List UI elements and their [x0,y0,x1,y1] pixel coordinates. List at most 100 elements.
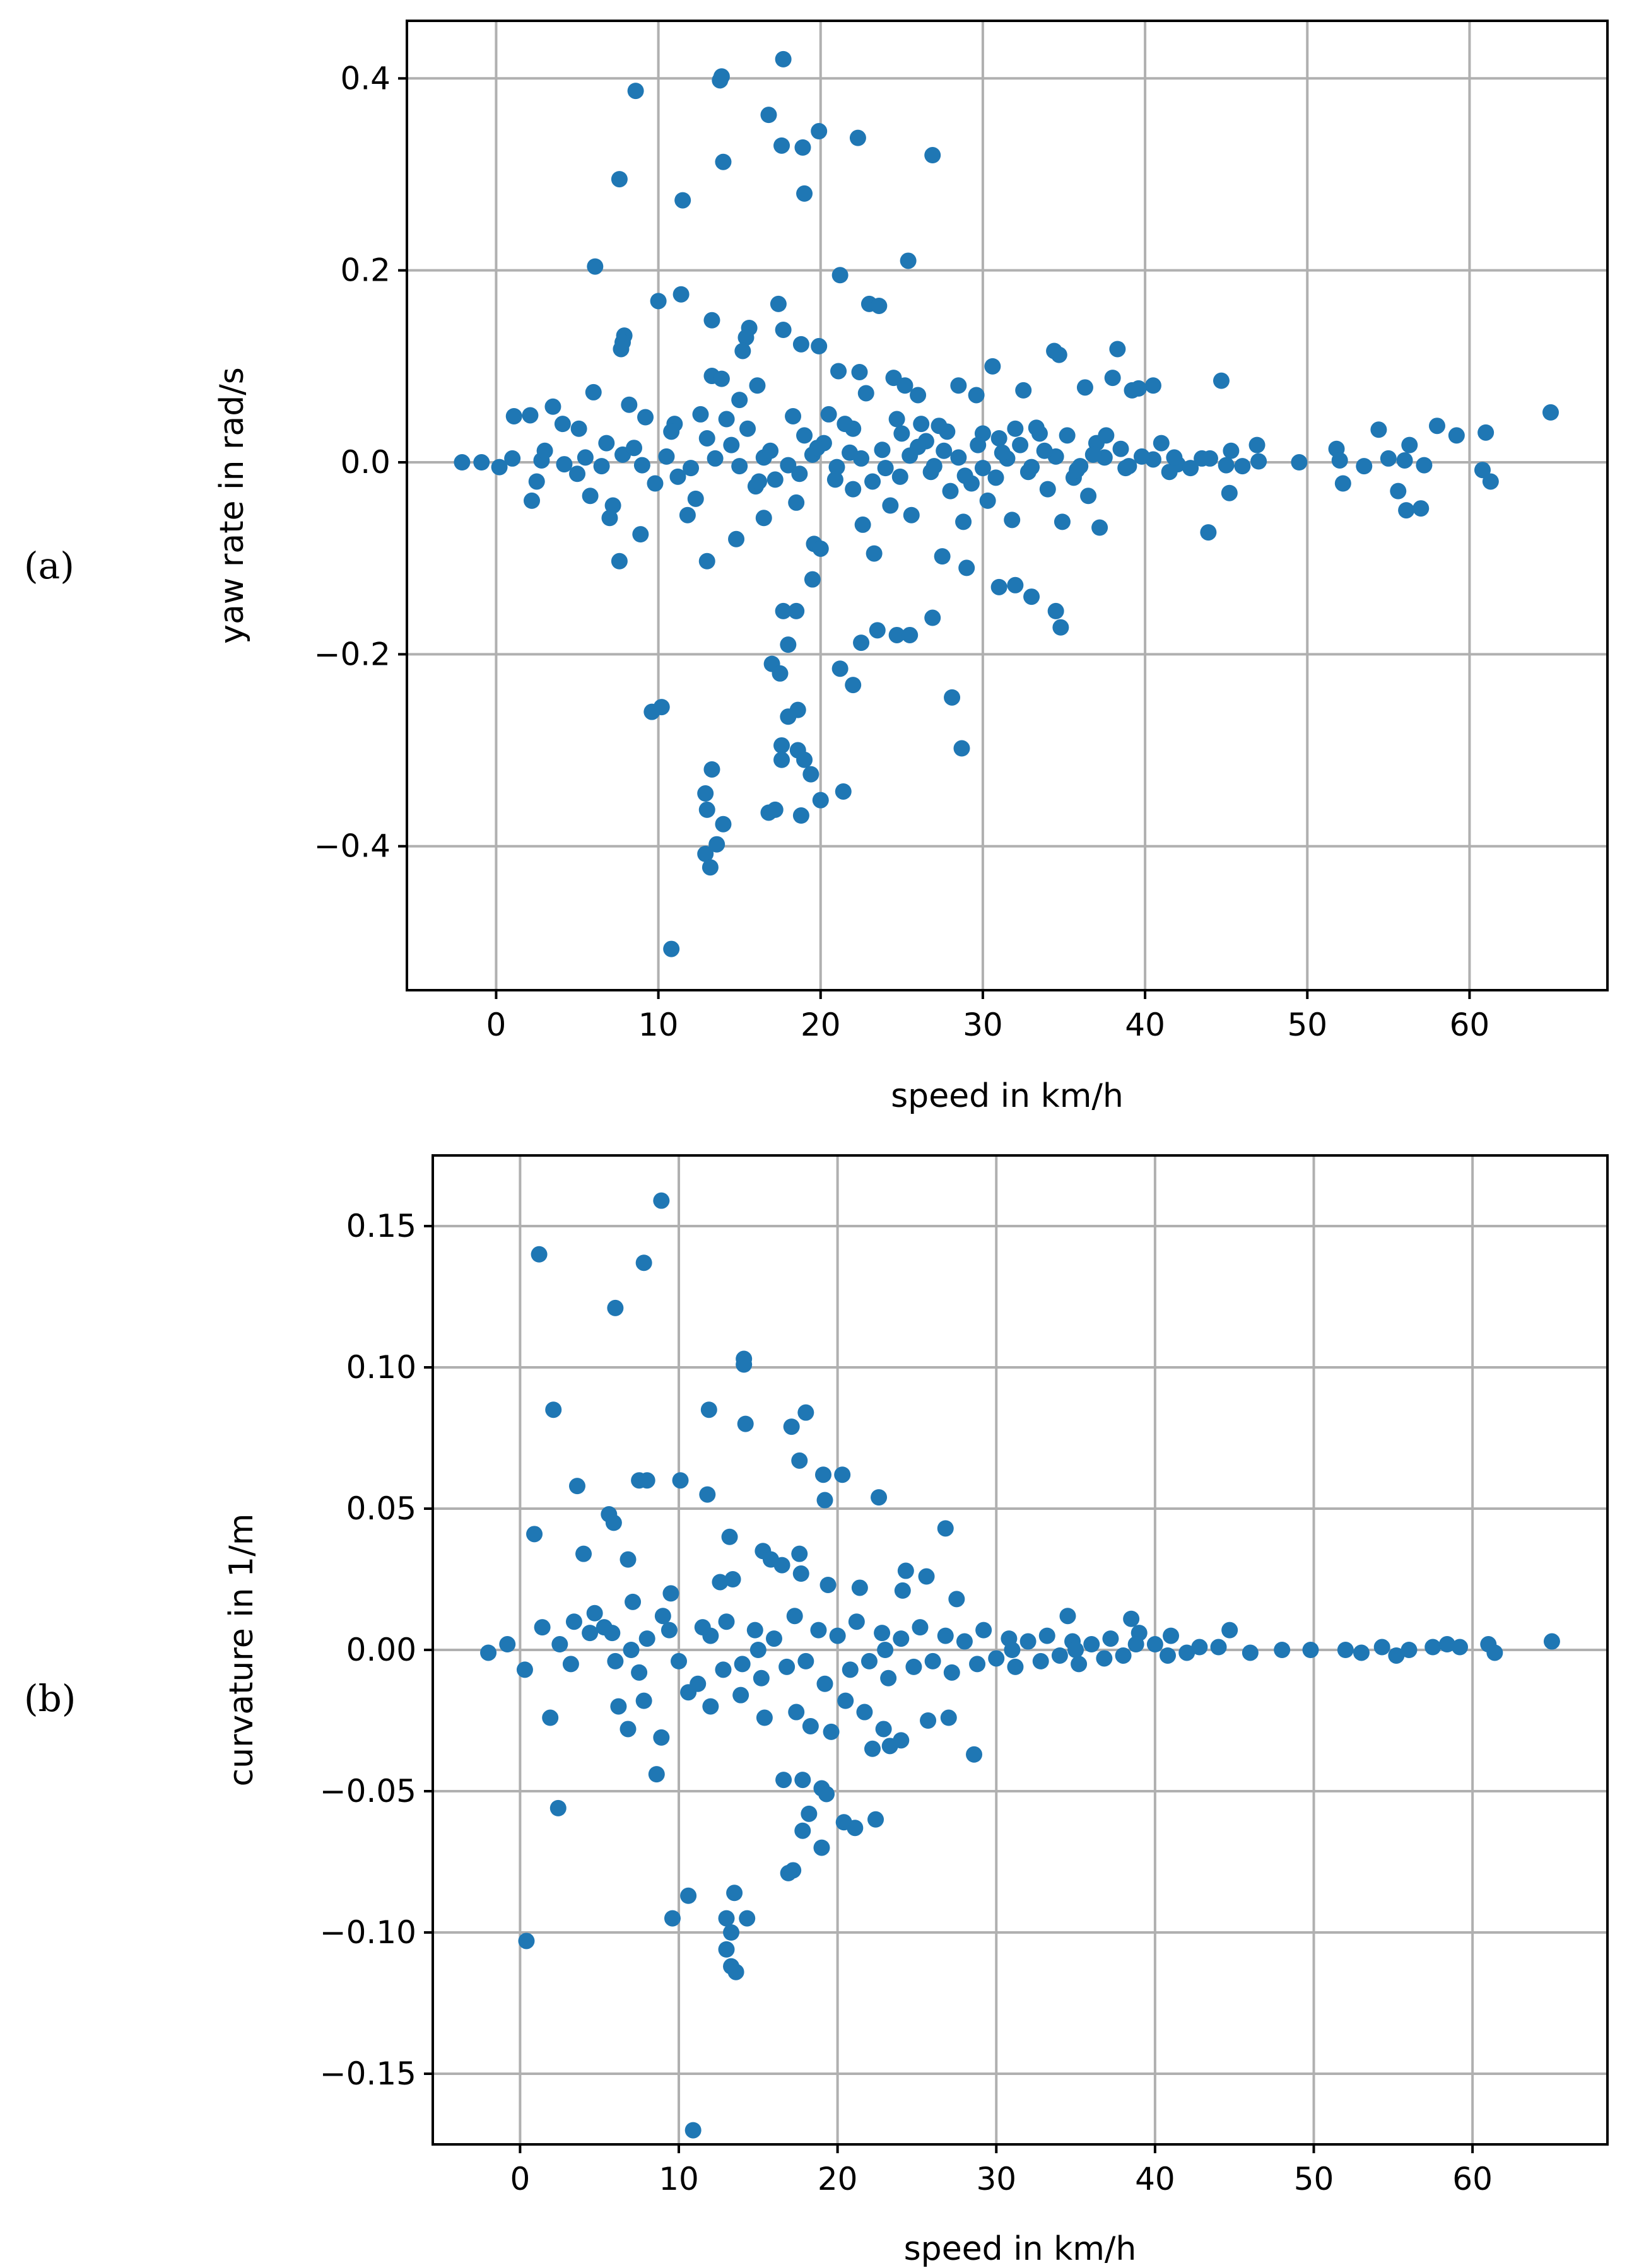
data-point [679,506,696,523]
data-point [715,153,732,170]
data-point [881,1738,898,1755]
data-point [504,450,521,467]
data-point [700,1401,717,1418]
data-point [811,123,828,140]
data-point [680,1887,697,1904]
data-point [842,1661,859,1678]
data-point [791,465,808,482]
data-point [749,377,766,394]
data-point [767,471,784,488]
data-point [687,490,704,507]
data-point [505,407,522,424]
data-point [1032,1652,1049,1669]
data-point [856,1704,873,1721]
x-tick-label: 30 [963,1007,1003,1043]
data-point [853,634,870,652]
data-point [1117,460,1134,477]
data-point [528,473,545,490]
data-point [792,807,809,824]
data-point [724,1571,741,1587]
x-tick-label: 40 [1125,1007,1165,1043]
data-point [654,1608,671,1625]
x-axis-label: speed in km/h [891,1077,1124,1115]
data-point [767,801,784,818]
data-point [635,1692,652,1709]
data-point [473,454,490,471]
data-point [1067,1642,1084,1658]
data-point [966,1746,983,1763]
data-point [577,449,594,466]
data-point [1451,1639,1468,1656]
data-point [762,442,779,459]
x-tick-label: 20 [818,2161,858,2197]
data-point [1370,421,1387,438]
x-tick-label: 10 [659,2161,699,2197]
data-point [570,420,587,437]
data-point [835,1814,852,1831]
data-point [712,72,729,89]
data-point [545,1401,562,1418]
data-point [1166,449,1183,466]
data-point [913,416,930,433]
data-point [647,475,664,492]
y-tick-label: −0.05 [320,1773,416,1809]
data-point [1178,1644,1195,1661]
data-point [1396,452,1413,469]
data-point [542,1709,559,1726]
data-point [835,783,852,800]
data-point [775,1772,792,1789]
data-point [920,1712,937,1729]
data-point [1182,460,1199,477]
data-point [829,1627,846,1644]
data-point [582,1625,599,1642]
x-tick-label: 50 [1287,1007,1327,1043]
data-point [1334,475,1351,492]
data-point [718,1613,735,1630]
x-tick-label: 50 [1294,2161,1334,2197]
data-point [623,1642,640,1658]
data-point [731,392,748,409]
data-point [1104,370,1121,387]
data-point [658,448,675,465]
data-point [944,689,961,706]
data-point [1036,442,1053,459]
data-point [620,1551,637,1568]
data-point [526,1526,543,1543]
data-point [778,1658,796,1675]
data-point [958,559,975,576]
data-point [988,1650,1005,1667]
data-point [796,751,813,768]
data-point [830,363,847,380]
data-point [1015,382,1032,399]
data-point [826,471,843,488]
data-point [811,337,828,354]
data-point [937,1627,954,1644]
data-point [867,1811,884,1828]
data-point [718,411,735,428]
data-point [940,1709,957,1726]
data-point [499,1636,516,1653]
data-point [556,456,573,473]
data-point [454,454,471,471]
data-point [1144,377,1161,394]
data-point [1084,446,1101,463]
chart-yaw-rate: 0 10 20 30 40 50 60 0.4 0.2 0.0 −0.2 −0.4 speed in k… [213,20,1609,1115]
data-point [956,467,973,484]
data-point [1428,418,1445,435]
data-point [534,1619,551,1636]
data-point [924,609,941,626]
data-point [1054,513,1071,530]
panel-label-b: (b) [24,1677,76,1720]
data-point [1047,602,1064,619]
data-point [770,295,787,312]
data-point [551,1636,568,1653]
data-point [797,1652,814,1669]
data-point [1146,1636,1163,1653]
data-point [773,737,790,754]
data-point [1019,464,1037,481]
data-point [942,482,959,500]
data-point [638,1630,655,1647]
data-point [773,1557,790,1574]
chart-curvature: 0 10 20 30 40 50 60 0.15 0.10 0.05 0.00 −0.05 −0.10 −… [223,1154,1609,2268]
data-point [610,1698,627,1715]
